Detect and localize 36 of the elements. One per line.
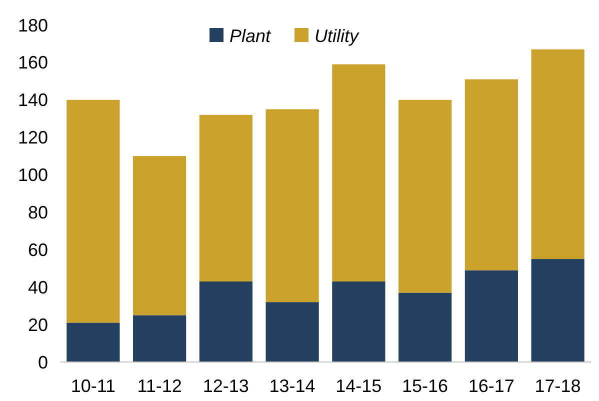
bar [66, 100, 120, 323]
x-tick-label: 17-18 [534, 376, 581, 396]
bar [199, 114, 252, 282]
bar [531, 259, 584, 362]
x-tick-label: 12-13 [202, 376, 249, 396]
x-tick-label: 10-11 [70, 376, 116, 396]
y-tick-label: 140 [18, 90, 48, 110]
y-tick-label: 40 [28, 277, 48, 298]
y-tick-label: 20 [28, 314, 48, 335]
x-tick-label: 14-15 [336, 376, 382, 396]
bar [332, 281, 386, 362]
x-tick-label: 16-17 [468, 376, 514, 396]
bar [531, 49, 584, 260]
bar [133, 156, 186, 316]
bar [332, 64, 386, 282]
y-tick-label: 160 [18, 52, 48, 73]
bar [133, 315, 186, 362]
bar [398, 100, 452, 293]
y-tick-label: 0 [38, 352, 48, 372]
x-tick-label: 15-16 [402, 376, 448, 396]
bar [199, 281, 252, 362]
y-tick-label: 60 [28, 240, 48, 260]
bar [464, 79, 518, 270]
legend-label: Utility [314, 26, 360, 46]
y-tick-label: 80 [28, 202, 48, 223]
bar [398, 292, 452, 362]
y-tick-label: 100 [18, 165, 48, 186]
x-tick-label: 11-12 [137, 376, 182, 396]
bar [66, 322, 120, 362]
y-tick-label: 180 [18, 15, 48, 36]
legend-label: Plant [230, 26, 272, 46]
y-tick-label: 120 [18, 128, 48, 148]
x-tick-label: 13-14 [269, 376, 316, 396]
bar [266, 302, 319, 362]
bar [464, 270, 518, 362]
bar [266, 109, 319, 302]
